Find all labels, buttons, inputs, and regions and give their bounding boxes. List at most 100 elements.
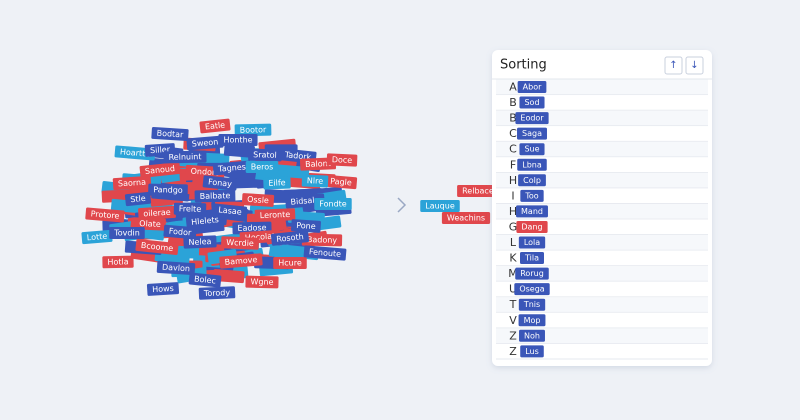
tag-chip [234, 123, 272, 137]
tag-chip [273, 257, 307, 269]
sort-button[interactable]: ↑ [664, 56, 683, 75]
tag-chip [518, 314, 546, 327]
tag: Saorna [112, 175, 152, 191]
row-background [496, 266, 708, 282]
tag-chip [199, 118, 231, 134]
tag: Tnis [518, 298, 546, 311]
tag-label: Bootor [240, 125, 267, 135]
tag-label: Tovdin [113, 229, 140, 238]
row-letter: H [509, 174, 517, 187]
tag-label: Leronte [260, 210, 291, 220]
tag-chip [516, 205, 548, 218]
tag-chip [441, 212, 491, 224]
tag: Tila [520, 252, 544, 265]
tag-label: Pandgo [153, 185, 183, 195]
tag: oilerae [138, 205, 176, 221]
tag-chip [263, 176, 291, 190]
button-frame[interactable] [664, 56, 683, 75]
tag: Rorug [515, 267, 549, 280]
tag-label: Relbaces [462, 187, 498, 196]
tag-label: Fodor [168, 227, 192, 238]
tag-label: Frelte [179, 204, 202, 213]
row-background [496, 250, 708, 266]
tag: Lauque [420, 200, 460, 212]
tag-label: Wcrdie [226, 238, 254, 248]
row-letter: C [509, 127, 517, 140]
tag: Nelea [183, 235, 217, 249]
button-icon[interactable]: ↓ [690, 60, 698, 71]
tag-label: Colp [523, 176, 541, 185]
sort-button[interactable]: ↓ [685, 56, 704, 75]
tag-label: Badony [307, 235, 338, 245]
tag-chip [85, 207, 125, 223]
tag-label: Stle [130, 194, 146, 205]
tag-label: Protore [90, 209, 119, 220]
tag-chip [301, 233, 343, 247]
tag-label: Hotla [107, 257, 128, 266]
tag-chip [112, 175, 152, 191]
tag: Fonay [202, 175, 238, 191]
tag: Wgne [245, 275, 279, 289]
row-letter: B [509, 96, 517, 109]
tag-chip [420, 200, 460, 212]
tag: Davlon [156, 260, 196, 276]
tag-label: Tadork [283, 150, 312, 162]
tag-chip [135, 238, 179, 256]
tag-label: Hoartte [120, 147, 151, 159]
tag: Colp [518, 174, 546, 187]
tag: Bootor [234, 123, 272, 137]
tag-label: Eatle [204, 120, 225, 131]
tag-chip [516, 220, 548, 233]
tag-chip [146, 282, 180, 296]
tag: Tovdin [109, 227, 145, 239]
tag-chip [519, 143, 545, 156]
tag-chip [517, 127, 547, 140]
tag-chip [517, 81, 547, 93]
tag: Nlre [301, 174, 329, 188]
tag-chip [324, 174, 358, 190]
tag-chip [254, 208, 296, 222]
tag-chip [148, 183, 188, 197]
tag: Hcure [273, 257, 307, 269]
tag: Wcrdie [220, 236, 260, 250]
tag-label: Beros [251, 163, 274, 172]
tag: Balbate [194, 189, 236, 203]
tag-label: Bolec [194, 274, 217, 285]
tag-label: Hocolat [245, 232, 276, 243]
button-icon[interactable]: ↑ [669, 60, 677, 71]
tag-label: Nlre [307, 176, 324, 186]
button-frame[interactable] [685, 56, 704, 75]
tag-chip [519, 96, 545, 109]
row-letter: T [509, 298, 517, 311]
tag-chip [219, 253, 263, 269]
tag-label: Lbna [522, 160, 542, 169]
tag-label: Olate [139, 219, 161, 229]
tag: Eodor [515, 112, 549, 125]
tag: Relbaces [457, 185, 503, 197]
tag: Noh [519, 329, 545, 342]
tag: Pagle [324, 174, 358, 190]
tag-label: Ondors [190, 167, 219, 178]
tag-label: Honthe [223, 136, 252, 145]
floating-tags: Relbaces Lauque Weachins [420, 185, 503, 224]
tag-chip [138, 205, 176, 221]
arrow-chevron [397, 197, 407, 213]
tag: Tagnes [212, 160, 252, 176]
tag: Hows [146, 282, 180, 296]
tag-chip [186, 135, 224, 151]
tag: Lotte [81, 229, 113, 245]
tag-chip [183, 235, 217, 249]
tag-label: Too [524, 191, 538, 200]
tag-label: Bamove [224, 255, 257, 267]
tag-label: Weachins [447, 214, 485, 223]
tag-chip [518, 298, 546, 311]
row-background [496, 79, 708, 95]
row-letter: I [511, 189, 514, 202]
tag-chip [517, 158, 547, 171]
tag-chip [198, 286, 236, 300]
tag: Sod [519, 96, 545, 109]
tag-chip [520, 252, 544, 265]
tag-chip [291, 219, 321, 233]
